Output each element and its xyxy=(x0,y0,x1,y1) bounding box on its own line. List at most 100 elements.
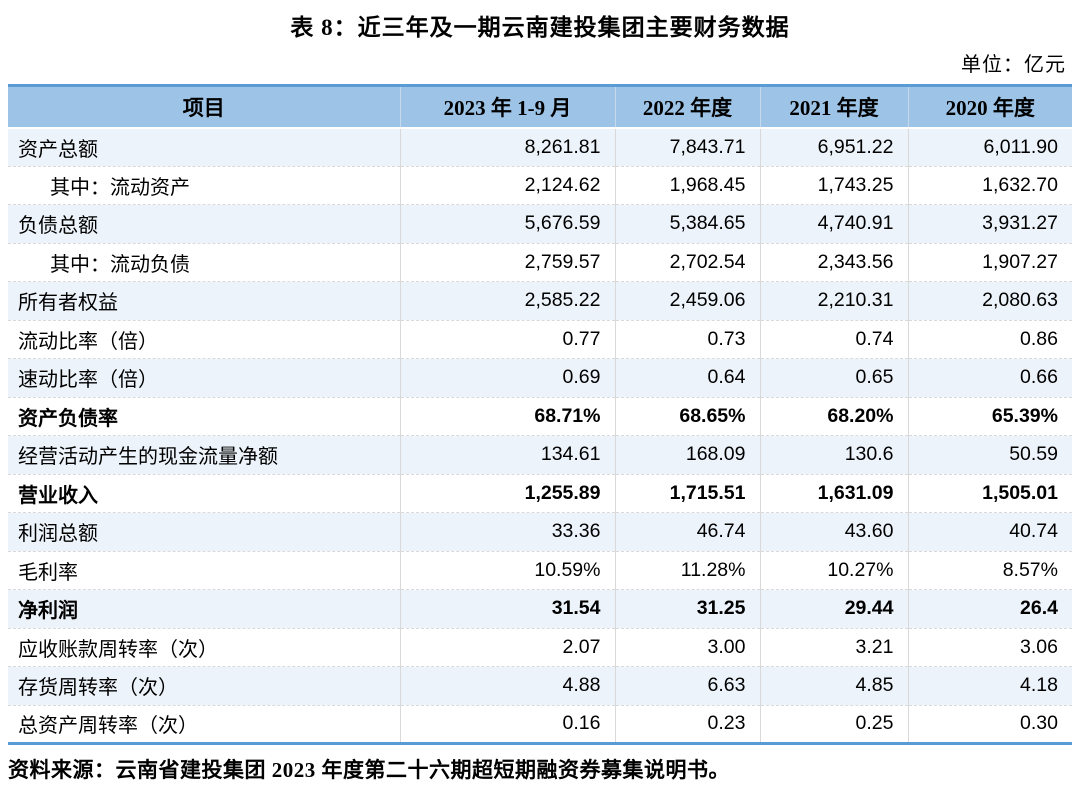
row-label: 净利润 xyxy=(8,589,400,629)
table-row: 资产负债率 68.71% 68.65% 68.20% 65.39% xyxy=(8,397,1072,436)
table-row: 应收账款周转率（次） 2.07 3.00 3.21 3.06 xyxy=(8,628,1072,667)
cell-value: 2,759.57 xyxy=(399,243,615,282)
cell-value: 10.27% xyxy=(759,551,908,590)
table-body: 资产总额 8,261.81 7,843.71 6,951.22 6,011.90… xyxy=(8,127,1072,744)
cell-value: 0.65 xyxy=(759,358,908,398)
column-header-2023: 2023 年 1-9 月 xyxy=(399,85,615,129)
cell-value: 29.44 xyxy=(759,589,908,629)
cell-value: 168.09 xyxy=(614,435,760,475)
table-row: 速动比率（倍） 0.69 0.64 0.65 0.66 xyxy=(8,358,1072,398)
row-label: 速动比率（倍） xyxy=(8,358,400,398)
cell-value: 0.69 xyxy=(399,358,615,398)
cell-value: 6,011.90 xyxy=(907,127,1072,167)
cell-value: 43.60 xyxy=(759,512,908,552)
row-label: 经营活动产生的现金流量净额 xyxy=(8,435,400,475)
cell-value: 50.59 xyxy=(907,435,1072,475)
cell-value: 0.64 xyxy=(614,358,760,398)
cell-value: 6,951.22 xyxy=(759,127,908,167)
cell-value: 68.65% xyxy=(614,397,760,436)
cell-value: 2,702.54 xyxy=(614,243,760,282)
cell-value: 0.30 xyxy=(907,705,1072,744)
cell-value: 3.00 xyxy=(614,628,760,667)
row-label: 负债总额 xyxy=(8,204,400,244)
cell-value: 31.25 xyxy=(614,589,760,629)
table-row: 毛利率 10.59% 11.28% 10.27% 8.57% xyxy=(8,551,1072,590)
cell-value: 10.59% xyxy=(399,551,615,590)
cell-value: 33.36 xyxy=(399,512,615,552)
table-row: 负债总额 5,676.59 5,384.65 4,740.91 3,931.27 xyxy=(8,204,1072,244)
row-label: 总资产周转率（次） xyxy=(18,715,198,738)
cell-value: 0.66 xyxy=(907,358,1072,398)
row-label: 其中：流动资产 xyxy=(8,166,400,205)
cell-value: 0.73 xyxy=(614,320,760,359)
cell-value: 2,343.56 xyxy=(759,243,908,282)
row-label: 资产总额 xyxy=(8,127,400,167)
source-note: 资料来源：云南省建投集团 2023 年度第二十六期超短期融资券募集说明书。 xyxy=(8,758,730,782)
header-row: 项目 2023 年 1-9 月 2022 年度 2021 年度 2020 年度 xyxy=(8,85,1072,129)
cell-value: 68.71% xyxy=(399,397,615,436)
row-label: 资产负债率 xyxy=(8,397,400,436)
cell-value: 46.74 xyxy=(614,512,760,552)
cell-value: 1,255.89 xyxy=(399,474,615,513)
cell-value: 1,907.27 xyxy=(907,243,1072,282)
unit-label: 单位：亿元 xyxy=(961,54,1066,76)
cell-value: 2,210.31 xyxy=(759,281,908,321)
cell-value: 1,632.70 xyxy=(907,166,1072,205)
cell-value: 134.61 xyxy=(399,435,615,475)
cell-value: 11.28% xyxy=(614,551,760,590)
table-row: 总资产周转率（次） 0.16 0.23 0.25 0.30 xyxy=(8,705,1072,744)
table-row: 经营活动产生的现金流量净额 134.61 168.09 130.6 50.59 xyxy=(8,435,1072,475)
cell-value: 5,384.65 xyxy=(614,204,760,244)
column-header-item: 项目 xyxy=(8,85,400,129)
cell-value: 2,124.62 xyxy=(399,166,615,205)
cell-value: 2.07 xyxy=(399,628,615,667)
cell-value: 3.21 xyxy=(759,628,908,667)
cell-value: 7,843.71 xyxy=(614,127,760,167)
table-row: 所有者权益 2,585.22 2,459.06 2,210.31 2,080.6… xyxy=(8,281,1072,321)
row-label: 利润总额 xyxy=(8,512,400,552)
cell-value: 4.18 xyxy=(907,666,1072,706)
cell-value: 0.16 xyxy=(399,705,615,744)
cell-value: 26.4 xyxy=(907,589,1072,629)
table-row: 流动比率（倍） 0.77 0.73 0.74 0.86 xyxy=(8,320,1072,359)
row-label: 流动比率（倍） xyxy=(8,320,400,359)
cell-value: 65.39% xyxy=(907,397,1072,436)
table-row: 存货周转率（次） 4.88 6.63 4.85 4.18 xyxy=(8,666,1072,706)
cell-value: 1,743.25 xyxy=(759,166,908,205)
row-label: 所有者权益 xyxy=(8,281,400,321)
cell-value: 31.54 xyxy=(399,589,615,629)
cell-value: 0.77 xyxy=(399,320,615,359)
cell-value: 3.06 xyxy=(907,628,1072,667)
table-row: 其中：流动负债 2,759.57 2,702.54 2,343.56 1,907… xyxy=(8,243,1072,282)
table-row: 净利润 31.54 31.25 29.44 26.4 xyxy=(8,589,1072,629)
column-header-2020: 2020 年度 xyxy=(907,85,1072,129)
cell-value: 1,715.51 xyxy=(614,474,760,513)
table-row: 营业收入 1,255.89 1,715.51 1,631.09 1,505.01 xyxy=(8,474,1072,513)
cell-value: 0.74 xyxy=(759,320,908,359)
page-title: 表 8：近三年及一期云南建投集团主要财务数据 xyxy=(290,15,790,40)
table-row: 其中：流动资产 2,124.62 1,968.45 1,743.25 1,632… xyxy=(8,166,1072,205)
cell-value: 1,631.09 xyxy=(759,474,908,513)
cell-value: 6.63 xyxy=(614,666,760,706)
row-label: 其中：流动负债 xyxy=(8,243,400,282)
cell-value: 4.85 xyxy=(759,666,908,706)
cell-value: 3,931.27 xyxy=(907,204,1072,244)
cell-value: 0.25 xyxy=(759,705,908,744)
table-row: 利润总额 33.36 46.74 43.60 40.74 xyxy=(8,512,1072,552)
column-header-2022: 2022 年度 xyxy=(614,85,760,129)
cell-value: 5,676.59 xyxy=(399,204,615,244)
cell-value: 2,080.63 xyxy=(907,281,1072,321)
column-header-2021: 2021 年度 xyxy=(759,85,908,129)
cell-value: 40.74 xyxy=(907,512,1072,552)
cell-value: 4,740.91 xyxy=(759,204,908,244)
cell-value: 68.20% xyxy=(759,397,908,436)
cell-value: 130.6 xyxy=(759,435,908,475)
cell-value: 0.23 xyxy=(614,705,760,744)
cell-value: 2,585.22 xyxy=(399,281,615,321)
cell-value: 1,968.45 xyxy=(614,166,760,205)
row-label: 毛利率 xyxy=(8,551,400,590)
financial-table: 项目 2023 年 1-9 月 2022 年度 2021 年度 2020 年度 … xyxy=(8,84,1072,745)
row-label: 存货周转率（次） xyxy=(8,666,400,706)
cell-value: 2,459.06 xyxy=(614,281,760,321)
